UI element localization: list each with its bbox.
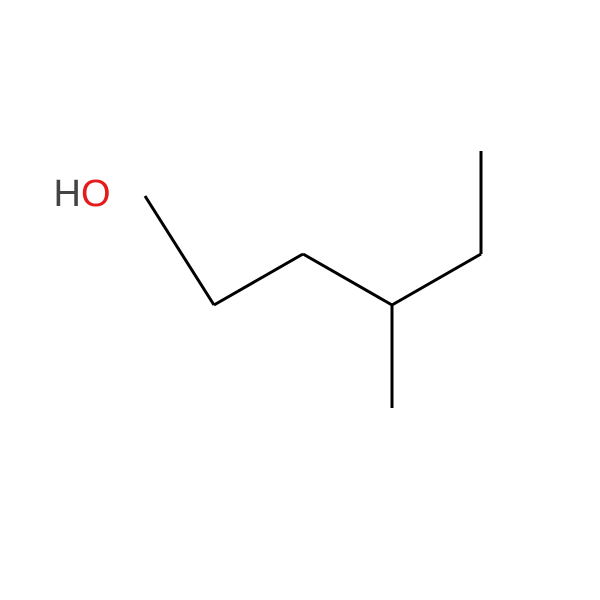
canvas-background (0, 0, 600, 600)
atom-label-ho: HO (53, 173, 110, 215)
atom-label-h: H (53, 173, 80, 215)
molecule-canvas: HO (0, 0, 600, 600)
atom-label-o: O (81, 173, 111, 215)
